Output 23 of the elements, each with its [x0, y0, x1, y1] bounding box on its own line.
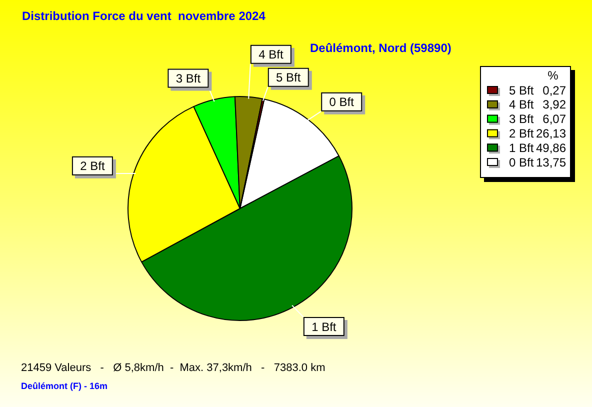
legend-label: 4 Bft	[509, 98, 534, 112]
slice-label: 0 Bft	[329, 95, 355, 110]
legend-label: 5 Bft	[509, 83, 534, 98]
slice-label: 2 Bft	[80, 159, 106, 174]
text: Deûlémont (F) - 16m	[21, 381, 108, 392]
text: 21459 Valeurs - Ø 5,8km/h - Max. 37,3km/h - 7383.0 km	[21, 362, 326, 375]
legend-title: %	[548, 68, 559, 82]
data-label: 13,75	[536, 155, 566, 170]
data-label: 6,07	[542, 112, 566, 126]
legend-label: 2 Bft	[509, 126, 534, 141]
legend-label: 3 Bft	[509, 112, 534, 126]
slice-label: 4 Bft	[258, 48, 284, 62]
data-label: 3,92	[542, 98, 566, 112]
data-label: 26,13	[536, 126, 566, 141]
data-label: 0,27	[542, 83, 566, 98]
chart-title: Distribution Force du vent novembre 2024	[22, 9, 266, 24]
legend-label: 1 Bft	[509, 140, 534, 155]
data-label: 49,86	[536, 140, 566, 155]
legend-label: 0 Bft	[509, 155, 534, 170]
slice-label: 5 Bft	[276, 70, 302, 85]
chart-subtitle: Deûlémont, Nord (59890)	[310, 41, 452, 56]
slice-label: 3 Bft	[176, 72, 202, 86]
slice-label: 1 Bft	[312, 320, 337, 334]
